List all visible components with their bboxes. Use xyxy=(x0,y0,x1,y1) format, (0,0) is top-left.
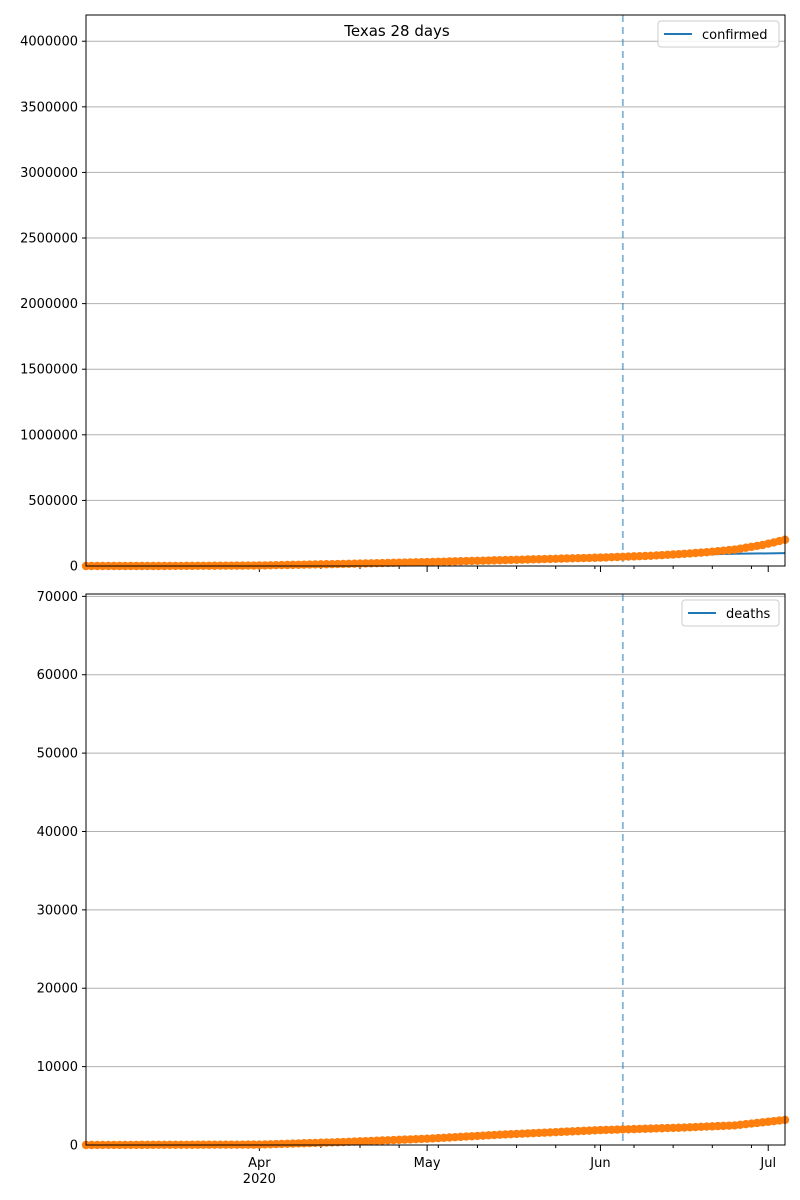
y-tick-label: 1000000 xyxy=(20,428,78,443)
y-tick-label: 2000000 xyxy=(20,297,78,312)
legend-box xyxy=(681,599,780,627)
y-tick-label: 500000 xyxy=(28,494,78,509)
model-markers xyxy=(81,535,790,571)
x-tick-label: Jun xyxy=(589,1156,610,1171)
y-tick-label: 3000000 xyxy=(20,166,78,181)
y-tick-label: 30000 xyxy=(37,903,78,918)
legend: deaths xyxy=(681,599,780,627)
y-tick-label: 10000 xyxy=(37,1060,78,1075)
y-tick-label: 0 xyxy=(70,560,78,575)
confirmed-panel: 0 500000 1000000 1500000 2000000 2500000 30000… xyxy=(20,14,790,575)
y-tick-label: 50000 xyxy=(37,747,78,762)
y-tick-label: 4000000 xyxy=(20,35,78,50)
legend: confirmed xyxy=(657,20,780,48)
x-tick-label: Jul xyxy=(759,1156,776,1171)
legend-box xyxy=(657,20,780,48)
model-markers xyxy=(81,1115,790,1150)
x-tick-label: Apr xyxy=(248,1156,271,1171)
axes-frame xyxy=(85,14,786,567)
y-tick-label: 1500000 xyxy=(20,363,78,378)
axes-frame xyxy=(85,593,786,1146)
legend-label: deaths xyxy=(726,607,771,622)
y-tick-label: 60000 xyxy=(37,668,78,683)
y-tick-label: 20000 xyxy=(37,982,78,997)
figure-title: Texas 28 days xyxy=(343,22,450,40)
y-tick-label: 40000 xyxy=(37,825,78,840)
y-tick-label: 70000 xyxy=(37,590,78,605)
y-tick-label: 0 xyxy=(70,1139,78,1154)
deaths-panel: 0 10000 20000 30000 40000 50000 60000 70000 Apr2… xyxy=(37,590,790,1187)
y-tick-label: 2500000 xyxy=(20,232,78,247)
x-tick-label: May xyxy=(414,1156,441,1171)
legend-label: confirmed xyxy=(702,28,768,43)
x-tick-sublabel: 2020 xyxy=(243,1172,276,1187)
y-tick-label: 3500000 xyxy=(20,100,78,115)
